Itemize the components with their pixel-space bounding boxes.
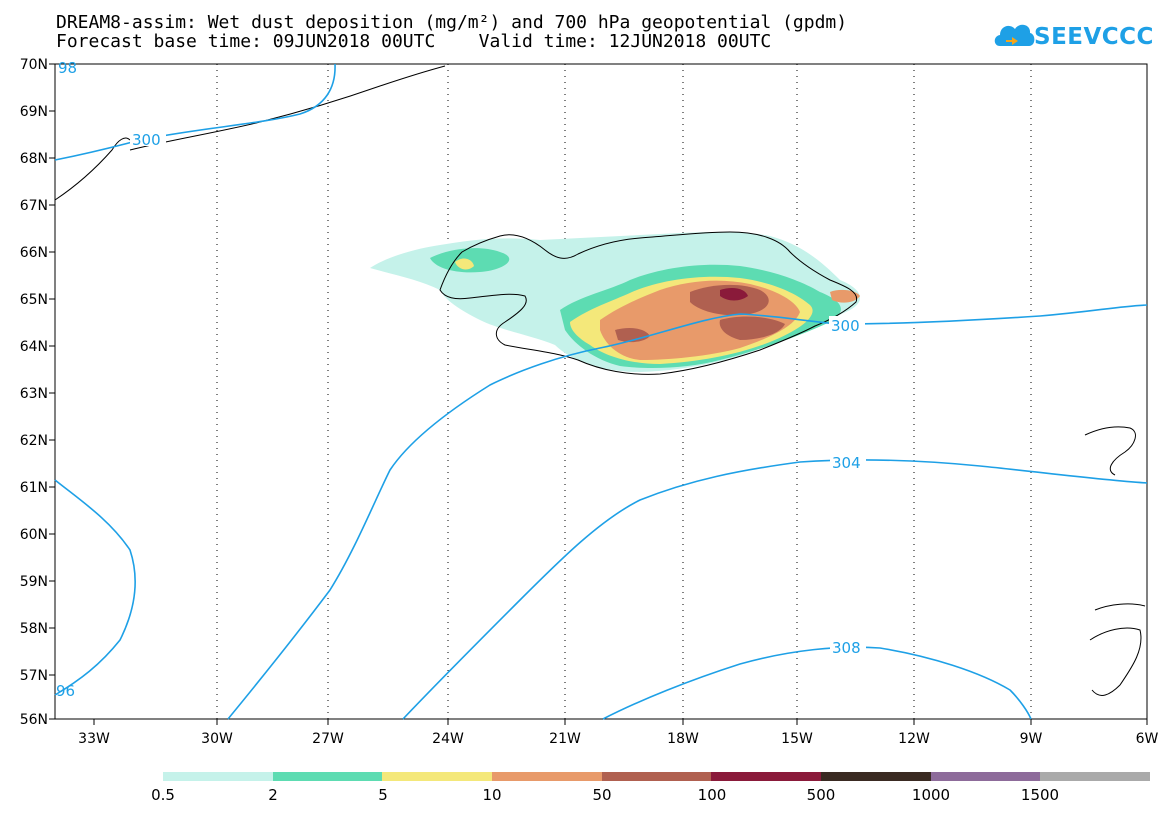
lat-label: 68N xyxy=(20,151,48,167)
dust-deposition-field xyxy=(370,232,861,372)
contour-label: 96 xyxy=(56,682,75,700)
lat-label: 58N xyxy=(20,621,48,637)
coastlines xyxy=(54,65,1146,696)
lon-label: 6W xyxy=(1136,731,1159,747)
contour-label: 300 xyxy=(831,317,860,335)
map-plot: 300 300 304 308 96 98 70N 69N 68N 67N 66… xyxy=(20,57,1159,747)
lat-label: 67N xyxy=(20,198,48,214)
lon-label: 33W xyxy=(78,731,110,747)
legend-label: 2 xyxy=(268,786,278,804)
axis-ticks xyxy=(49,63,1148,725)
chart-title: DREAM8-assim: Wet dust deposition (mg/m²… xyxy=(56,12,848,33)
logo-text: SEEVCCC xyxy=(1034,24,1154,50)
lat-label: 63N xyxy=(20,386,48,402)
legend-label: 10 xyxy=(482,786,502,804)
legend-swatch xyxy=(1040,772,1151,781)
lat-label: 60N xyxy=(20,527,48,543)
legend-swatch xyxy=(382,772,493,781)
lon-label: 27W xyxy=(312,731,344,747)
lat-label: 69N xyxy=(20,104,48,120)
lon-label: 30W xyxy=(201,731,233,747)
lat-label: 70N xyxy=(20,57,48,73)
legend-swatch xyxy=(163,772,273,781)
lon-label: 12W xyxy=(898,731,930,747)
lat-label: 61N xyxy=(20,480,48,496)
lat-label: 66N xyxy=(20,245,48,261)
lon-label: 15W xyxy=(781,731,813,747)
lat-label: 59N xyxy=(20,574,48,590)
legend-label: 0.5 xyxy=(151,786,175,804)
contour-label: 300 xyxy=(132,131,161,149)
lat-label: 56N xyxy=(20,712,48,728)
color-legend xyxy=(163,772,1151,781)
contour-label: 308 xyxy=(832,639,861,657)
legend-label: 5 xyxy=(378,786,388,804)
lon-label: 24W xyxy=(432,731,464,747)
lat-label: 65N xyxy=(20,292,48,308)
lon-label: 21W xyxy=(549,731,581,747)
legend-swatch xyxy=(601,772,712,781)
legend-label: 100 xyxy=(697,786,727,804)
legend-label: 1500 xyxy=(1020,786,1060,804)
lat-label: 57N xyxy=(20,668,48,684)
legend-swatch xyxy=(711,772,822,781)
plot-frame xyxy=(54,63,1148,720)
chart-subtitle: Forecast base time: 09JUN2018 00UTC Vali… xyxy=(56,31,772,52)
legend-label: 50 xyxy=(592,786,612,804)
lon-label: 9W xyxy=(1020,731,1043,747)
longitude-labels: 33W 30W 27W 24W 21W 18W 15W 12W 9W 6W xyxy=(78,731,1158,747)
seevccc-logo: SEEVCCC xyxy=(992,18,1154,56)
legend-swatch xyxy=(272,772,383,781)
legend-swatch xyxy=(930,772,1041,781)
lat-label: 62N xyxy=(20,433,48,449)
contour-labels: 300 300 304 308 96 98 xyxy=(56,59,866,700)
lon-label: 18W xyxy=(667,731,699,747)
latitude-labels: 70N 69N 68N 67N 66N 65N 64N 63N 62N 61N … xyxy=(20,57,48,728)
legend-swatch xyxy=(492,772,602,781)
legend-swatch xyxy=(821,772,931,781)
lat-label: 64N xyxy=(20,339,48,355)
legend-label: 1000 xyxy=(911,786,951,804)
legend-labels: 0.5 2 5 10 50 100 500 1000 1500 xyxy=(0,786,1175,806)
contour-label: 304 xyxy=(832,454,861,472)
cloud-icon xyxy=(994,24,1035,46)
legend-label: 500 xyxy=(806,786,836,804)
contour-label: 98 xyxy=(58,59,77,77)
